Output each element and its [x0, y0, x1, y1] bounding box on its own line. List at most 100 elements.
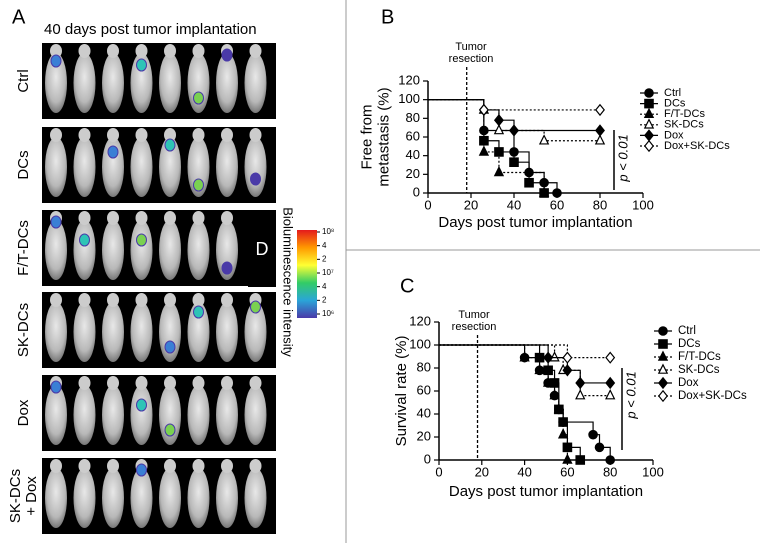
- signal: [193, 305, 204, 319]
- x-tick-label: 60: [560, 464, 574, 479]
- marker: [553, 402, 565, 414]
- mouse: [159, 137, 181, 197]
- mouse: [216, 302, 238, 362]
- mouse-head: [164, 376, 176, 390]
- marker: [557, 428, 569, 439]
- mouse: [45, 468, 67, 528]
- step-line: [428, 99, 545, 193]
- mouse: [102, 302, 124, 362]
- marker: [594, 134, 606, 145]
- marker: [543, 351, 554, 364]
- row-label: SK-DCs: [7, 469, 24, 523]
- signal: [250, 300, 261, 314]
- marker: [534, 363, 545, 375]
- y-tick-label: 120: [409, 313, 431, 328]
- mouse-head: [192, 128, 205, 142]
- marker: [657, 350, 669, 361]
- step-line: [439, 344, 568, 460]
- mouse: [216, 53, 238, 113]
- mouse-head: [221, 211, 233, 225]
- mouse-head: [164, 128, 176, 142]
- mouse: [130, 468, 153, 528]
- marker: [605, 351, 616, 364]
- mouse-head: [107, 128, 119, 142]
- mouse: [130, 385, 153, 445]
- mouse: [45, 302, 67, 362]
- mouse-head: [249, 44, 262, 58]
- row-label: SK-DCs: [15, 303, 32, 357]
- legend-label: SK-DCs: [664, 119, 704, 131]
- signal: [164, 138, 176, 152]
- mouse: [159, 220, 181, 280]
- x-tick-label: 20: [475, 464, 489, 479]
- annotation: Tumor: [455, 41, 487, 53]
- marker: [493, 123, 505, 135]
- colorbar-tick-label: 4: [322, 241, 327, 250]
- mouse: [187, 220, 210, 280]
- y-tick-label: 120: [398, 72, 420, 87]
- mouse: [102, 468, 124, 528]
- marker: [644, 88, 654, 98]
- mouse-head: [164, 293, 176, 307]
- x-tick-label: 100: [642, 464, 664, 479]
- marker: [519, 351, 530, 362]
- legend-label: Dox: [678, 377, 699, 389]
- x-axis-label: Days post tumor implantation: [449, 483, 643, 500]
- x-tick-label: 20: [464, 197, 478, 212]
- marker: [509, 124, 519, 137]
- marker: [644, 129, 654, 142]
- image-rows: [42, 43, 276, 534]
- signal: [164, 340, 176, 354]
- marker: [644, 139, 654, 153]
- marker: [478, 145, 490, 156]
- y-tick-label: 40: [406, 147, 420, 162]
- mouse: [244, 385, 267, 445]
- y-tick-label: 20: [417, 428, 431, 443]
- mouse-head: [50, 293, 62, 307]
- mouse: [130, 53, 153, 113]
- x-tick-label: 40: [517, 464, 531, 479]
- legend-label: DCs: [678, 338, 701, 350]
- legend-label: SK-DCs: [678, 364, 720, 376]
- signal: [193, 91, 204, 105]
- legend-label: Ctrl: [678, 325, 696, 337]
- mouse: [73, 137, 96, 197]
- row-label: + Dox: [23, 476, 40, 516]
- signal: [193, 178, 204, 192]
- mouse-head: [135, 293, 148, 307]
- marker: [575, 376, 586, 390]
- marker: [658, 339, 668, 349]
- mouse: [216, 468, 238, 528]
- mouse-head: [50, 44, 62, 58]
- mouse-head: [221, 459, 233, 473]
- mouse: [187, 137, 210, 197]
- mouse: [73, 385, 96, 445]
- y-tick-label: 20: [406, 166, 420, 181]
- marker: [605, 455, 615, 465]
- mouse-head: [192, 211, 205, 225]
- marker: [562, 442, 573, 453]
- marker: [543, 365, 553, 376]
- mouse-head: [164, 459, 176, 473]
- signal: [221, 48, 233, 62]
- mouse-head: [107, 293, 119, 307]
- mouse-head: [107, 211, 119, 225]
- marker: [643, 107, 655, 119]
- marker: [549, 389, 560, 400]
- pvalue: p < 0.01: [615, 134, 630, 182]
- marker: [657, 363, 669, 374]
- mouse: [45, 385, 67, 445]
- colorbar-tick-label: 2: [322, 254, 327, 263]
- marker: [493, 165, 505, 177]
- mouse-head: [107, 459, 119, 473]
- mouse: [187, 302, 210, 362]
- mouse-head: [135, 44, 148, 58]
- marker: [588, 429, 598, 440]
- marker: [494, 147, 504, 157]
- mouse: [159, 468, 181, 528]
- signal: [136, 463, 147, 477]
- x-tick-label: 80: [593, 197, 607, 212]
- legend-label: Dox+SK-DCs: [678, 390, 747, 402]
- mouse-head: [78, 128, 91, 142]
